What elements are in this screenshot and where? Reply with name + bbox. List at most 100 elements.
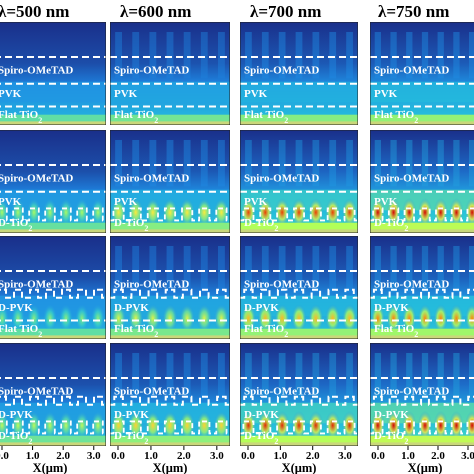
panel-background [240, 22, 358, 125]
spiro-field-column [132, 32, 140, 79]
fto-strip [240, 442, 358, 446]
spiro-field-column [218, 353, 225, 400]
x-tick-label: 1.0 [26, 450, 40, 462]
field-hotspot [179, 410, 195, 440]
pvk-field-band [110, 81, 230, 103]
tio2-band [370, 435, 474, 443]
layer-label-spiro: Spiro-OMeTAD [244, 279, 319, 291]
field-hotspot [90, 410, 106, 440]
interface-line-textured [110, 207, 230, 222]
field-hotspot [308, 303, 324, 333]
panel-r2-c2: Spiro-OMeTAD PVK D-TiO2 [110, 130, 230, 233]
spiro-field-column [166, 353, 174, 400]
spiro-field-column [390, 246, 397, 293]
spiro-field-column [453, 353, 460, 400]
header-500nm: λ=500 nm [0, 2, 69, 21]
interface-line-textured [240, 288, 358, 299]
field-hotspot [449, 303, 464, 333]
panel-r3-c1: Spiro-OMeTAD D-PVK Flat TiO2 [0, 236, 106, 339]
field-hotspot [196, 410, 213, 440]
spiro-field-column [149, 140, 157, 187]
interface-line-textured [110, 420, 230, 435]
field-hotspot [433, 303, 448, 333]
layer-label-tio2-subscript: 2 [284, 115, 288, 124]
panel-r1-c1: Spiro-OMeTAD PVK Flat TiO2 [0, 22, 106, 125]
spiro-field-column [312, 140, 320, 187]
x-tick-label: 3.0 [87, 450, 101, 462]
layer-label-pvk: D-PVK [114, 409, 149, 421]
layer-label-spiro: Spiro-OMeTAD [0, 279, 73, 291]
spiro-field-column [421, 353, 429, 400]
spiro-field-column [469, 32, 474, 79]
field-hotspot [74, 410, 90, 440]
field-hotspot [386, 303, 401, 333]
field-hotspot [325, 197, 341, 227]
panel-r4-c1: Spiro-OMeTAD D-PVK D-TiO2 [0, 343, 106, 446]
spiro-field-column [295, 140, 303, 187]
spiro-field-column [149, 246, 157, 293]
layer-label-spiro: Spiro-OMeTAD [244, 386, 319, 398]
layer-label-spiro: Spiro-OMeTAD [0, 173, 73, 185]
tio2-band [110, 114, 230, 122]
spiro-field-column [312, 353, 320, 400]
tio2-band [370, 328, 474, 336]
tio2-band [240, 435, 358, 443]
field-hotspot [449, 197, 464, 227]
spiro-field-column [166, 246, 174, 293]
layer-label-pvk: PVK [114, 88, 138, 100]
layer-label-tio2-subscript: 2 [284, 329, 288, 338]
field-hotspot [145, 197, 161, 227]
tio2-band [110, 222, 230, 230]
spiro-field-column [200, 353, 208, 400]
panel-r2-c4: Spiro-OMeTAD PVK D-TiO2 [370, 130, 474, 233]
layer-label-tio2: D-TiO2 [0, 430, 32, 446]
layer-label-pvk: PVK [244, 196, 268, 208]
spiro-field-column [312, 32, 320, 79]
field-hotspot [240, 197, 257, 227]
field-hotspot [127, 197, 144, 227]
fto-strip [110, 121, 230, 125]
spiro-field-column [421, 32, 429, 79]
spiro-field-column [346, 32, 353, 79]
layer-label-spiro: Spiro-OMeTAD [244, 173, 319, 185]
fto-strip [0, 229, 106, 233]
x-tick-label: 3.0 [210, 450, 224, 462]
spiro-field-column [329, 353, 337, 400]
field-hotspot [58, 197, 74, 227]
x-tick-label: 0.0 [371, 450, 385, 462]
spiro-field-column [115, 32, 122, 79]
fto-strip [0, 335, 106, 339]
field-hotspot [240, 303, 257, 333]
panel-r2-c3: Spiro-OMeTAD PVK D-TiO2 [240, 130, 358, 233]
x-axis-label: X(μm) [408, 461, 443, 474]
layer-label-spiro: Spiro-OMeTAD [114, 173, 189, 185]
spiro-field-column [374, 246, 381, 293]
x-axis-col2: 0.0 1.0 2.0 3.0 X(μm) [111, 446, 224, 474]
fto-strip [370, 442, 474, 446]
layer-label-pvk: D-PVK [114, 302, 149, 314]
spiro-field-column [469, 246, 474, 293]
spiro-field-column [245, 32, 252, 79]
layer-label-tio2: Flat TiO2 [0, 323, 42, 339]
field-hotspot [90, 303, 106, 333]
x-tick-label: 2.0 [431, 450, 445, 462]
layer-label-pvk: PVK [374, 196, 398, 208]
field-hotspot [402, 197, 417, 227]
x-axes: 0.0 1.0 2.0 3.0 X(μm) 0.0 1.0 2.0 3.0 X(μm) 0.0 1.0… [0, 446, 474, 474]
spiro-field-column [261, 140, 269, 187]
panel-r1-c2: Spiro-OMeTAD PVK Flat TiO2 [110, 22, 230, 125]
field-hotspot [196, 197, 213, 227]
x-axis-label: X(μm) [33, 461, 68, 474]
panel-r2-c1: Spiro-OMeTAD PVK D-TiO2 [0, 130, 106, 233]
field-hotspot [274, 197, 290, 227]
layer-label-tio2: D-TiO2 [374, 430, 408, 446]
x-tick-label: 3.0 [338, 450, 352, 462]
field-hotspot [433, 410, 448, 440]
field-hotspot [308, 410, 324, 440]
layer-label-tio2: Flat TiO2 [244, 109, 288, 125]
panel-r4-c2: Spiro-OMeTAD D-PVK D-TiO2 [110, 343, 230, 446]
layer-label-tio2-subscript: 2 [154, 115, 158, 124]
x-tick-label: 1.0 [401, 450, 415, 462]
spiro-field-column [374, 140, 381, 187]
field-hotspot [110, 197, 127, 227]
